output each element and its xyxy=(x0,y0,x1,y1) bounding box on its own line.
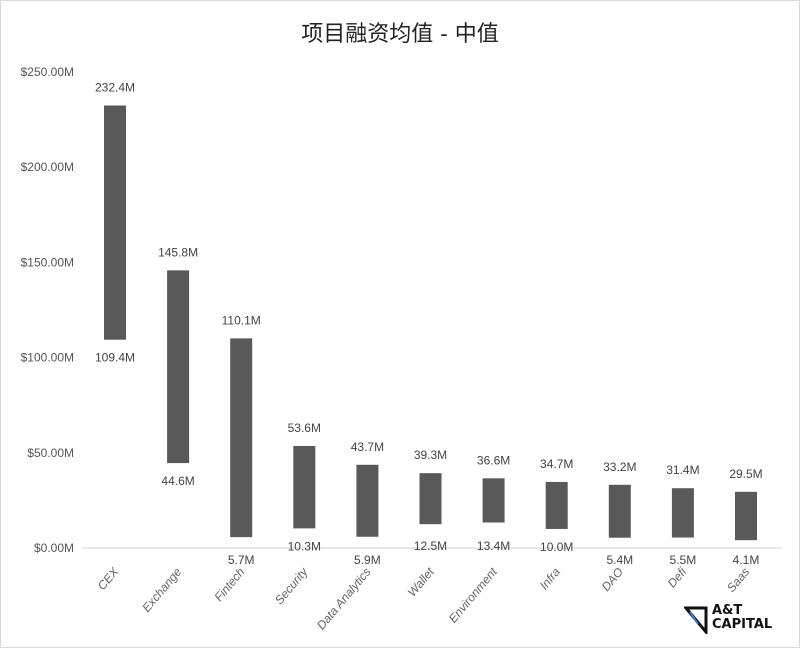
category-label: Exchange xyxy=(139,565,184,615)
category-label: Defi xyxy=(665,565,690,591)
range-bar xyxy=(671,488,694,538)
logo-text: A&T CAPITAL xyxy=(712,603,773,632)
high-data-label: 43.7M xyxy=(351,440,384,454)
category-label: CEX xyxy=(95,564,122,593)
high-data-label: 53.6M xyxy=(288,421,321,435)
category-label: Saas xyxy=(724,565,752,595)
category-label: Infra xyxy=(537,565,563,593)
category-label: Fintech xyxy=(211,565,247,604)
y-tick-label: $50.00M xyxy=(27,446,74,460)
logo: A&T CAPITAL xyxy=(684,604,788,636)
range-bar xyxy=(104,105,126,340)
high-data-label: 110.1M xyxy=(222,313,261,327)
y-tick-label: $250.00M xyxy=(21,65,74,79)
low-data-label: 10.3M xyxy=(288,539,321,553)
range-bar xyxy=(167,270,190,464)
high-data-label: 33.2M xyxy=(603,460,636,474)
category-label: DAO xyxy=(599,565,626,594)
high-data-label: 34.7M xyxy=(540,457,573,471)
low-data-label: 10.0M xyxy=(540,540,573,554)
high-data-label: 36.6M xyxy=(477,453,510,467)
low-data-label: 5.4M xyxy=(606,553,633,567)
y-tick-label: $100.00M xyxy=(21,351,74,365)
range-bar xyxy=(356,464,379,537)
low-data-label: 12.5M xyxy=(414,539,447,553)
low-data-label: 5.5M xyxy=(670,553,697,567)
category-label: Security xyxy=(272,564,311,607)
category-label: Wallet xyxy=(405,564,437,599)
low-data-label: 5.9M xyxy=(354,553,381,567)
y-tick-label: $150.00M xyxy=(21,255,74,269)
high-data-label: 232.4M xyxy=(95,81,135,95)
y-tick-label: $200.00M xyxy=(21,160,74,174)
chart-title: 项目融资均值 - 中值 xyxy=(301,22,499,47)
low-data-label: 5.7M xyxy=(228,553,255,567)
low-data-label: 44.6M xyxy=(161,474,194,488)
high-data-label: 39.3M xyxy=(414,448,447,462)
range-bar xyxy=(419,473,442,525)
range-bar xyxy=(482,478,505,523)
low-data-label: 4.1M xyxy=(733,553,760,567)
low-data-label: 109.4M xyxy=(95,351,135,365)
range-bar xyxy=(608,484,631,538)
high-data-label: 29.5M xyxy=(729,467,762,481)
range-bar xyxy=(735,491,757,541)
range-bar xyxy=(545,481,568,529)
range-bar xyxy=(293,445,316,529)
low-data-label: 13.4M xyxy=(477,539,510,553)
high-data-label: 145.8M xyxy=(158,245,198,259)
logo-mark-icon xyxy=(684,606,708,634)
high-data-label: 31.4M xyxy=(666,463,699,477)
category-label: Data Analytics xyxy=(314,565,374,632)
category-label: Environment xyxy=(446,564,500,625)
y-tick-label: $0.00M xyxy=(34,541,74,555)
range-bar xyxy=(230,338,253,538)
